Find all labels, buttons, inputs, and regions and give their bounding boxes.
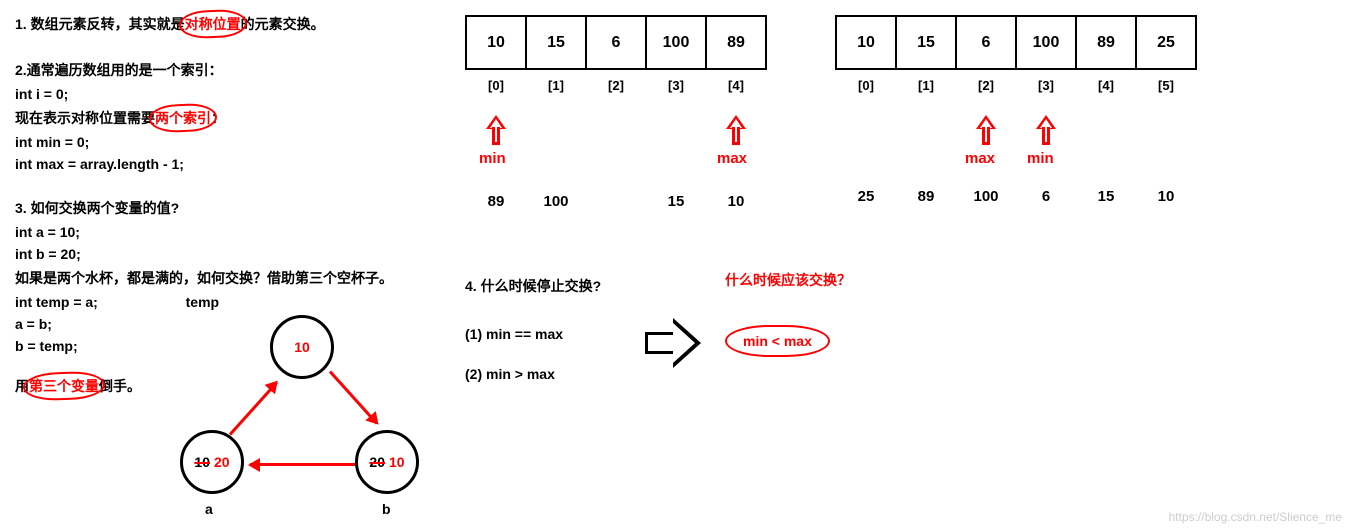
text-line: 现在表示对称位置需要两个索引： <box>15 108 435 128</box>
val: 10 <box>1135 188 1197 205</box>
answer-text: min < max <box>725 325 830 357</box>
q4-answer: min < max <box>725 325 830 357</box>
array1-cells: 10 15 6 100 89 <box>465 15 767 70</box>
text-line: 1. 数组元素反转，其实就是对称位置的元素交换。 <box>15 14 435 34</box>
idx: [0] <box>835 78 897 93</box>
idx: [3] <box>645 78 707 93</box>
node-temp: 10 <box>270 315 334 379</box>
idx: [3] <box>1015 78 1077 93</box>
val: 10 <box>705 193 767 210</box>
array2-reversed: 25 89 100 6 15 10 <box>835 188 1197 205</box>
arrow-b-to-a <box>250 463 355 466</box>
text-line: 3. 如何交换两个变量的值? <box>15 198 435 218</box>
big-arrow-icon <box>645 318 705 368</box>
code-line: int a = 10; <box>15 224 435 240</box>
val: 100 <box>525 193 587 210</box>
highlight-two-index: 两个索引 <box>155 110 211 126</box>
max-label: max <box>717 150 747 167</box>
min-arrow-icon <box>487 115 505 145</box>
val: 15 <box>645 193 707 210</box>
highlight-third-var: 第三个变量 <box>29 378 99 394</box>
arrow-a-to-temp <box>229 381 278 435</box>
q4-cond2: (2) min > max <box>465 366 965 382</box>
txt: int temp = a; <box>15 294 98 310</box>
temp-label: temp <box>186 294 219 310</box>
cell: 10 <box>465 15 527 70</box>
highlight-symmetric: 对称位置 <box>185 16 241 32</box>
node-old: 20 <box>369 454 385 470</box>
idx: [1] <box>895 78 957 93</box>
swap-diagram: 10 10 20 20 10 a b <box>170 315 430 525</box>
q4-right-title: 什么时候应该交换？ <box>725 270 851 290</box>
val: 89 <box>465 193 527 210</box>
text-line: 2.通常遍历数组用的是一个索引： <box>15 60 435 80</box>
idx: [1] <box>525 78 587 93</box>
code-line: int temp = a; temp <box>15 294 435 310</box>
cell: 100 <box>1015 15 1077 70</box>
array2-indices: [0] [1] [2] [3] [4] [5] <box>835 78 1197 93</box>
txt: 1. 数组元素反转，其实就是 <box>15 16 185 32</box>
code-line: int i = 0; <box>15 86 435 102</box>
val: 15 <box>1075 188 1137 205</box>
txt: 的元素交换。 <box>241 16 325 32</box>
max-arrow-icon <box>977 115 995 145</box>
node-a: 10 20 <box>180 430 244 494</box>
min-label: min <box>1027 150 1054 167</box>
idx: [2] <box>955 78 1017 93</box>
array1-reversed: 89 100 15 10 <box>465 193 767 210</box>
code-line: int min = 0; <box>15 134 435 150</box>
q4-cond1: (1) min == max <box>465 326 965 342</box>
code-line: int max = array.length - 1; <box>15 156 435 172</box>
val: 89 <box>895 188 957 205</box>
idx: [2] <box>585 78 647 93</box>
idx: [5] <box>1135 78 1197 93</box>
cell: 100 <box>645 15 707 70</box>
node-b: 20 10 <box>355 430 419 494</box>
cell: 89 <box>705 15 767 70</box>
cell: 6 <box>955 15 1017 70</box>
txt: 现在表示对称位置需要 <box>15 110 155 126</box>
node-new: 20 <box>214 454 230 470</box>
arrow-temp-to-b <box>329 370 378 424</box>
max-arrow-icon <box>727 115 745 145</box>
code-line: int b = 20; <box>15 246 435 262</box>
array1-indices: [0] [1] [2] [3] [4] <box>465 78 767 93</box>
min-arrow-icon <box>1037 115 1055 145</box>
cell: 15 <box>525 15 587 70</box>
cell: 89 <box>1075 15 1137 70</box>
node-new: 10 <box>389 454 405 470</box>
q4-title: 4. 什么时候停止交换? <box>465 276 965 296</box>
q4-block: 4. 什么时候停止交换? (1) min == max (2) min > ma… <box>465 270 965 388</box>
cell: 15 <box>895 15 957 70</box>
cell: 25 <box>1135 15 1197 70</box>
text-line: 如果是两个水杯，都是满的，如何交换？借助第三个空杯子。 <box>15 268 435 288</box>
idx: [4] <box>705 78 767 93</box>
label-a: a <box>205 501 213 517</box>
node-old: 10 <box>194 454 210 470</box>
cell: 10 <box>835 15 897 70</box>
val: 6 <box>1015 188 1077 205</box>
max-label: max <box>965 150 995 167</box>
array2-block: 10 15 6 100 89 25 [0] [1] [2] [3] [4] [5… <box>835 15 1197 205</box>
idx: [0] <box>465 78 527 93</box>
array2-cells: 10 15 6 100 89 25 <box>835 15 1197 70</box>
label-b: b <box>382 501 391 517</box>
idx: [4] <box>1075 78 1137 93</box>
array1-block: 10 15 6 100 89 [0] [1] [2] [3] [4] min m… <box>465 15 767 210</box>
min-label: min <box>479 150 506 167</box>
val: 100 <box>955 188 1017 205</box>
watermark: https://blog.csdn.net/Slience_me <box>1169 510 1342 524</box>
cell: 6 <box>585 15 647 70</box>
txt: 倒手。 <box>99 378 141 394</box>
node-value: 10 <box>294 339 310 355</box>
val <box>585 193 647 210</box>
val: 25 <box>835 188 897 205</box>
